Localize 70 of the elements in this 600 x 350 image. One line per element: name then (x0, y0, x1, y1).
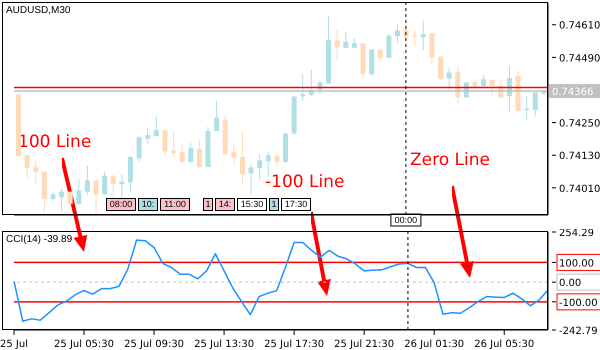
candlestick (94, 180, 99, 214)
candlestick (84, 164, 90, 196)
candlestick (490, 79, 495, 96)
candlestick (231, 142, 236, 166)
candlestick (532, 92, 538, 118)
chart-title: CCI(14) -39.89 (6, 234, 72, 245)
candlestick (343, 32, 348, 48)
candlestick (24, 154, 30, 179)
x-tick-label: 25 Jul 05:30 (54, 339, 114, 350)
annotation: 15:30 (237, 198, 267, 211)
candlestick (162, 130, 168, 156)
y-tick-label: -100.00 (559, 298, 598, 309)
candlestick (76, 178, 82, 206)
candlestick (110, 175, 116, 199)
y-tick-label: 0.74250 (559, 118, 600, 130)
candlestick (59, 188, 64, 212)
annotation: 17:30 (281, 198, 311, 211)
candlestick (214, 100, 220, 132)
candlestick (180, 144, 185, 164)
candlestick (386, 33, 392, 58)
x-tick-label: 00:00 (394, 215, 418, 225)
annotation: -100 Line (265, 172, 344, 192)
candlestick (171, 130, 176, 158)
candlestick (145, 126, 150, 144)
x-tick-label: 25 Jul 17:30 (264, 339, 324, 350)
annotation: Zero Line (410, 150, 490, 170)
annotation: 08:00 (106, 198, 136, 211)
chart-title: AUDUSD,M30 (6, 5, 70, 16)
candlestick (119, 174, 124, 198)
x-tick-label: 25 Jul 21:30 (334, 339, 394, 350)
candlestick (274, 152, 280, 167)
candlestick (68, 191, 73, 206)
candlestick (412, 30, 418, 46)
y-tick-label: 0.74130 (559, 151, 600, 162)
candlestick (248, 163, 254, 195)
y-tick-label: 100.00 (559, 258, 594, 270)
candlestick (102, 171, 108, 196)
annotation: 100 Line (18, 132, 92, 152)
candlestick (524, 95, 530, 121)
ref-line-label: 0.74366 (552, 87, 594, 98)
candlestick (50, 191, 56, 202)
annotation: 10: (138, 198, 158, 211)
y-tick-label: 0.74610 (559, 20, 600, 32)
candlestick (438, 56, 444, 80)
x-tick-label: 25 Jul (0, 339, 28, 350)
annotation: 1 (203, 198, 213, 211)
y-tick-label: 0.74010 (559, 184, 600, 195)
y-tick-label: 0.74490 (559, 53, 600, 64)
candlestick (334, 29, 340, 62)
x-tick-label: 25 Jul 09:30 (124, 339, 184, 350)
candlestick (33, 160, 38, 184)
candlestick (154, 116, 159, 137)
candlestick (446, 66, 452, 90)
candlestick (481, 74, 486, 88)
y-tick-label: -242.79 (559, 326, 598, 337)
x-tick-label: 25 Jul 13:30 (194, 339, 254, 350)
y-tick-label: 0.00 (559, 278, 582, 290)
candlestick (196, 138, 202, 168)
annotation: 11:00 (160, 198, 190, 211)
x-tick-label: 26 Jul 05:30 (474, 339, 534, 350)
annotation: 14: (215, 198, 235, 211)
candlestick (394, 24, 400, 44)
candlestick (257, 154, 262, 180)
candlestick (136, 134, 142, 162)
candlestick (240, 132, 245, 184)
candlestick (300, 74, 306, 102)
candlestick (188, 142, 194, 164)
candlestick (352, 37, 357, 48)
annotation: 1 (269, 198, 279, 211)
x-tick-label: 26 Jul 01:30 (404, 339, 464, 350)
